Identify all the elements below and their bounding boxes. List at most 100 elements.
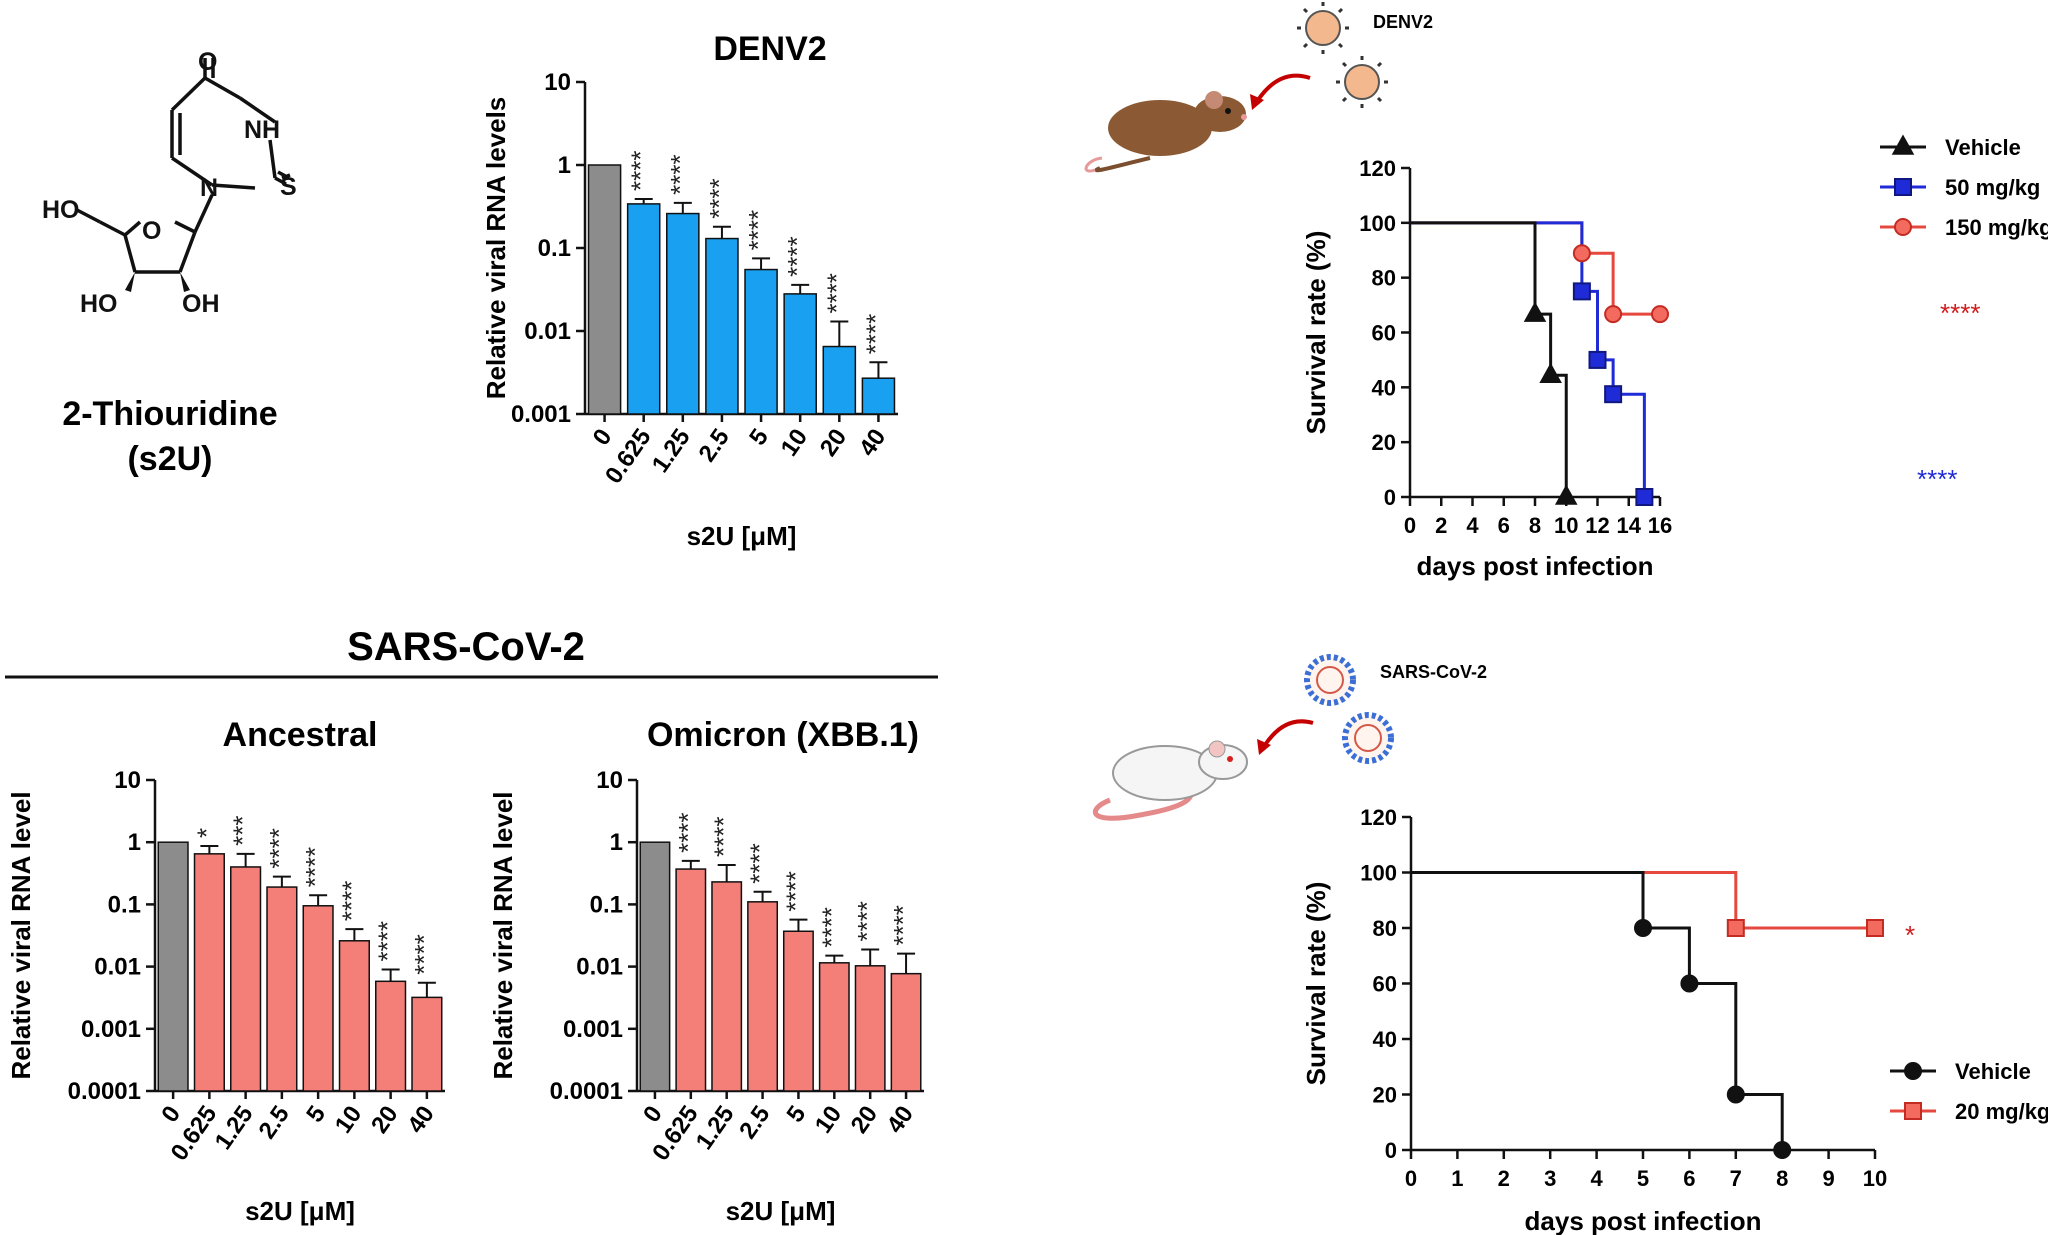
x-tick-label: 5 (301, 1101, 331, 1127)
wedge-bond (180, 272, 190, 292)
y-tick-label: 0.1 (108, 891, 141, 918)
bar (861, 377, 896, 415)
x-tick-label: 2.5 (254, 1101, 295, 1144)
x-tick-label: 10 (330, 1101, 367, 1138)
x-tick-label: 0 (1404, 513, 1416, 538)
legend-label: 50 mg/kg (1945, 175, 2040, 200)
y-axis-title: Relative viral RNA level (488, 791, 518, 1079)
atom-nh: NH (244, 116, 280, 144)
atom-o-ring: O (142, 217, 161, 245)
x-tick-label: 0 (156, 1101, 186, 1127)
data-point (1904, 1102, 1922, 1120)
data-point (1539, 362, 1562, 384)
x-tick-label: 20 (846, 1101, 883, 1138)
significance-stars: **** (626, 150, 656, 190)
data-point (1634, 919, 1652, 937)
bar (157, 841, 189, 1092)
x-tick-label: 8 (1776, 1166, 1788, 1191)
x-tick-label: 0 (588, 424, 618, 450)
x-tick-label: 1.25 (210, 1101, 259, 1155)
y-axis-title: Survival rate (%) (1301, 231, 1331, 435)
chart-title: DENV2 (713, 30, 826, 68)
x-tick-label: 1.25 (647, 424, 696, 478)
y-tick-label: 0.0001 (68, 1078, 141, 1105)
x-tick-label: 2 (1435, 513, 1447, 538)
arrow-head (1257, 739, 1271, 755)
data-point (1651, 305, 1669, 324)
chart-sars-survival: 0 20 40 60 80 100 120 0 1 2 3 4 5 6 7 8 9 10 Survival rate… (1301, 805, 2048, 1235)
significance-stars: **** (888, 905, 918, 945)
significance-stars: **** (264, 828, 294, 868)
denv-virus-label: DENV2 (1373, 12, 1433, 32)
chart-title: Omicron (XBB.1) (647, 716, 919, 754)
data-point (1604, 305, 1623, 324)
molecule-atom-labels: O NH S N O HO HO OH (42, 48, 297, 318)
y-tick-label: 0 (1384, 485, 1396, 510)
data-point (1894, 178, 1912, 196)
chart-omicron-bar: Omicron (XBB.1)1010.10.010.0010.000100.6… (488, 716, 924, 1226)
significance-stars: **** (373, 921, 403, 961)
wedge-bond (125, 272, 135, 292)
x-tick-label: 8 (1529, 513, 1541, 538)
legend-label: Vehicle (1955, 1059, 2031, 1084)
y-tick-label: 120 (1359, 156, 1396, 181)
bar (890, 972, 922, 1092)
x-tick-label: 10 (810, 1101, 847, 1138)
y-axis-title: Relative viral RNA level (6, 791, 36, 1079)
x-tick-label: 6 (1683, 1166, 1695, 1191)
x-tick-label: 3 (1544, 1166, 1556, 1191)
y-tick-label: 0.001 (81, 1016, 141, 1043)
y-tick-label: 1 (610, 829, 623, 856)
y-tick-label: 0.01 (524, 318, 571, 345)
y-axis-title: Relative viral RNA levels (481, 97, 511, 400)
molecule-structure (76, 58, 291, 274)
x-axis-title: days post infection (1525, 1206, 1762, 1235)
y-tick-label: 0.001 (563, 1016, 623, 1043)
x-tick-label: 5 (744, 424, 774, 450)
curved-red-arrow-icon (1263, 719, 1314, 747)
data-point (1894, 218, 1912, 236)
data-point (1572, 282, 1591, 301)
x-tick-label: 2.5 (694, 424, 735, 467)
molecule-name: 2-Thiouridine (62, 395, 277, 433)
significance-stars: **** (665, 154, 695, 194)
y-tick-label: 20 (1373, 1083, 1397, 1108)
series-line (1410, 221, 1568, 497)
legend-label: Vehicle (1945, 135, 2021, 160)
significance-stars: **** (745, 843, 775, 883)
x-tick-label: 16 (1648, 513, 1672, 538)
atom-o-top: O (198, 48, 217, 76)
y-tick-label: 0.1 (538, 235, 571, 262)
y-tick-label: 120 (1360, 805, 1397, 830)
sars-section-title: SARS-CoV-2 (347, 625, 585, 669)
significance-stars: **** (1940, 298, 1980, 328)
atom-ho-bottom: HO (80, 290, 118, 318)
x-tick-label: 40 (402, 1101, 439, 1138)
legend-label: 20 mg/kg (1955, 1099, 2048, 1124)
x-tick-label: 40 (854, 424, 891, 461)
molecule-abbr: (s2U) (127, 440, 212, 478)
data-point (1773, 1141, 1792, 1159)
brown-mouse-icon (1084, 91, 1247, 173)
x-tick-label: 5 (1637, 1166, 1649, 1191)
y-tick-label: 1 (128, 829, 141, 856)
x-tick-label: 10 (1554, 513, 1578, 538)
x-axis-title: s2U [μM] (245, 1196, 355, 1226)
bar (818, 962, 850, 1092)
dengue-virus-icon (1297, 2, 1388, 108)
bar (675, 868, 707, 1092)
bar (302, 905, 334, 1092)
y-tick-label: 60 (1373, 972, 1397, 997)
x-axis-title: s2U [μM] (726, 1196, 836, 1226)
white-mouse-icon (1092, 740, 1248, 821)
x-tick-label: 5 (782, 1101, 812, 1127)
y-tick-label: 40 (1373, 1027, 1397, 1052)
x-tick-label: 10 (776, 424, 813, 461)
series-line (1411, 871, 1784, 1150)
x-axis-title: s2U [μM] (687, 521, 797, 551)
x-tick-label: 7 (1730, 1166, 1742, 1191)
y-tick-label: 0.01 (576, 954, 623, 981)
x-tick-label: 14 (1617, 513, 1642, 538)
